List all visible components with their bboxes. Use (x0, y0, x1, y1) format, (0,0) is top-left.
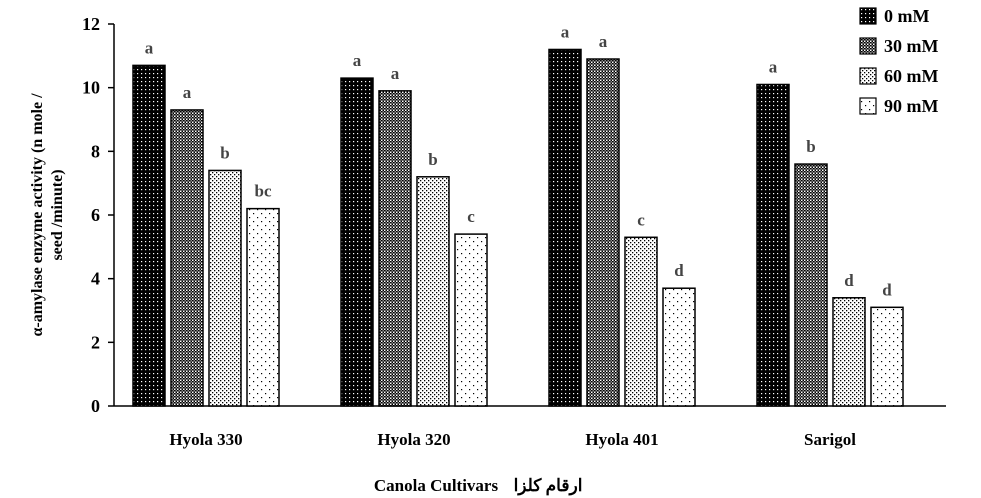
bar (662, 287, 696, 407)
legend-swatch (859, 97, 877, 115)
significance-letter: a (391, 64, 400, 83)
x-tick-label: Hyola 320 (377, 430, 450, 449)
bar (794, 163, 828, 407)
legend-label: 90 mM (884, 96, 938, 116)
x-tick-label: Sarigol (804, 430, 856, 449)
legend-label: 30 mM (884, 36, 938, 56)
significance-letter: c (467, 207, 475, 226)
significance-letter: bc (255, 182, 272, 201)
bar (756, 83, 790, 407)
bar (586, 58, 620, 407)
bar (378, 90, 412, 407)
y-tick-label: 12 (82, 14, 100, 34)
bar (132, 64, 166, 407)
bar (340, 77, 374, 407)
significance-letter: a (353, 51, 362, 70)
bar (870, 306, 904, 407)
legend-swatch (859, 67, 877, 85)
y-axis-label-line-2: seed /minute) (49, 169, 66, 260)
significance-letter: b (806, 137, 815, 156)
significance-letter: a (561, 22, 570, 41)
y-tick-label: 4 (91, 269, 100, 289)
x-axis-label-persian: ارقام کلزا (514, 476, 583, 496)
significance-letter: a (599, 32, 608, 51)
legend-swatch (859, 7, 877, 25)
bar (624, 236, 658, 407)
bar (832, 297, 866, 407)
x-tick-label: Hyola 330 (169, 430, 242, 449)
significance-letter: d (882, 280, 892, 299)
significance-letter: a (145, 38, 154, 57)
bar (208, 169, 242, 407)
significance-letter: d (844, 271, 854, 290)
y-axis-label-line-1: α-amylase enzyme activity (n mole / (29, 93, 46, 337)
bar (454, 233, 488, 407)
legend-label: 60 mM (884, 66, 938, 86)
significance-letter: d (674, 261, 684, 280)
legend-swatch (859, 37, 877, 55)
x-tick-label: Hyola 401 (585, 430, 658, 449)
significance-letter: b (428, 150, 437, 169)
y-tick-label: 6 (91, 205, 100, 225)
significance-letter: a (769, 57, 778, 76)
y-tick-label: 10 (82, 78, 100, 98)
legend-label: 0 mM (884, 6, 929, 26)
y-axis-label: α-amylase enzyme activity (n mole / seed… (29, 93, 66, 337)
significance-letter: a (183, 83, 192, 102)
y-tick-label: 2 (91, 332, 100, 352)
bar (246, 207, 280, 407)
y-tick-label: 0 (91, 396, 100, 416)
bar (548, 48, 582, 407)
bar (416, 176, 450, 407)
bar (170, 109, 204, 407)
x-axis-label: Canola Cultivars (374, 476, 499, 495)
significance-letter: c (637, 210, 645, 229)
significance-letter: b (220, 143, 229, 162)
y-tick-label: 8 (91, 141, 100, 161)
